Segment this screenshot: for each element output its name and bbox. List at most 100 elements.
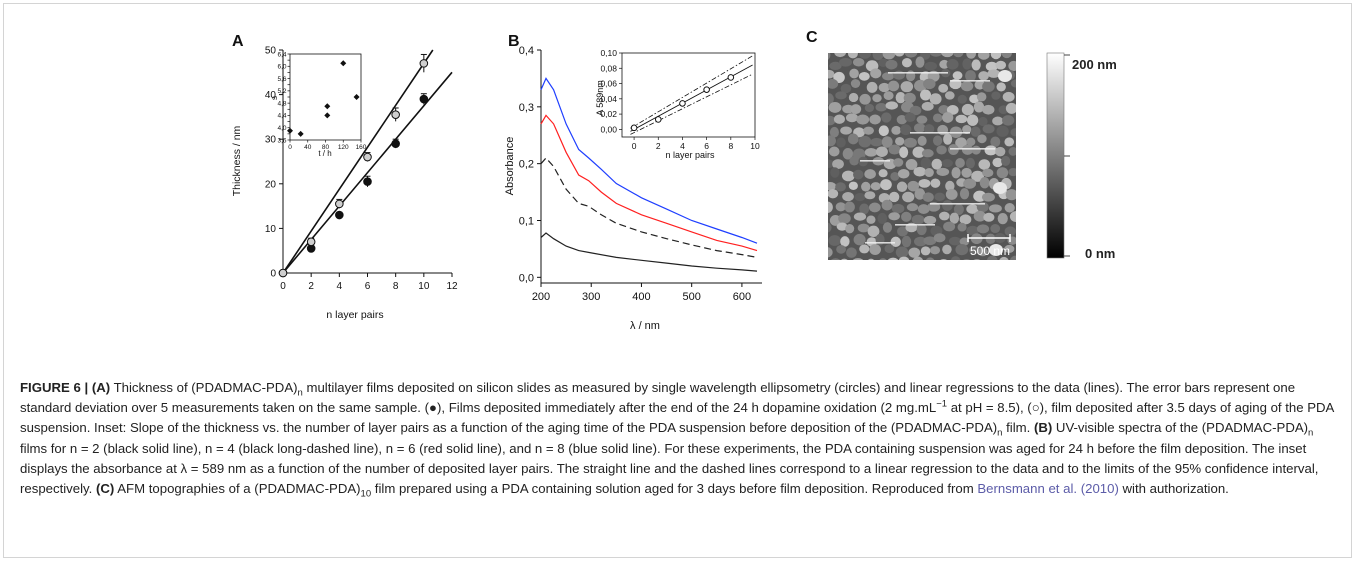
afm-grain: [982, 168, 994, 178]
afm-grain: [838, 213, 851, 224]
afm-grain: [1002, 115, 1015, 126]
afm-grain: [978, 116, 988, 127]
afm-grain: [882, 72, 895, 81]
afm-grain: [1001, 155, 1011, 166]
afm-grain: [854, 193, 866, 202]
caption-text: films for n = 2 (black solid line), n = …: [20, 440, 1319, 497]
reference-link[interactable]: Bernsmann et al. (2010): [977, 481, 1119, 497]
afm-grain: [988, 204, 1002, 213]
afm-grain: [901, 235, 912, 248]
panel-a-data-point: [363, 152, 372, 162]
panel-b-chart: B Absorbance λ / nm A 589nm n layer pair…: [504, 33, 762, 332]
panel-a-x-tick-label: 10: [418, 281, 430, 292]
panel-a-y-tick-label: 40: [265, 90, 277, 101]
afm-grain: [971, 59, 981, 71]
afm-grain: [937, 124, 949, 136]
afm-scan-streak: [950, 80, 990, 82]
afm-scan-streak: [895, 224, 935, 226]
afm-grain: [982, 80, 995, 92]
panel-b-x-tick-label: 200: [532, 291, 550, 303]
afm-scan-streak: [888, 72, 948, 74]
panel-b-inset-x-tick-label: 2: [656, 141, 661, 151]
afm-grain: [828, 222, 832, 233]
afm-grain: [932, 113, 943, 123]
panel-a-data-point: [419, 59, 429, 68]
afm-grain: [1009, 210, 1016, 223]
afm-grain: [829, 61, 842, 71]
afm-grain: [844, 201, 855, 213]
caption-b-tag: (B): [1033, 420, 1053, 436]
afm-grain: [982, 124, 995, 134]
afm-grain: [882, 222, 893, 233]
afm-grain: [955, 243, 969, 256]
afm-grain: [969, 94, 980, 104]
panel-b-inset-x-tick-label: 0: [632, 141, 637, 151]
afm-grain: [916, 223, 927, 236]
afm-grain: [858, 72, 870, 81]
afm-grain: [961, 167, 972, 178]
afm-grain: [946, 59, 959, 70]
afm-grain: [872, 94, 882, 103]
afm-grain: [890, 236, 901, 248]
afm-grain: [828, 189, 839, 199]
afm-grain: [943, 221, 956, 232]
afm-grain: [891, 125, 902, 135]
panel-a-fit-line: [282, 49, 434, 274]
afm-grain: [853, 212, 867, 221]
afm-grain: [983, 212, 995, 222]
caption-text: at pH = 8.5), (○), film deposited after …: [20, 400, 1334, 436]
afm-grain: [856, 114, 870, 125]
figure-caption: FIGURE 6 | (A) Thickness of (PDADMAC-PDA…: [20, 378, 1342, 499]
caption-text: Thickness of (PDADMAC-PDA): [110, 380, 298, 395]
afm-grain: [899, 146, 909, 158]
panel-a-inset: s t / h: [270, 96, 332, 158]
afm-grain: [850, 79, 861, 88]
afm-grain: [977, 134, 987, 144]
panel-a-inset-y-tick-label: 4,4: [277, 113, 286, 120]
afm-grain: [840, 236, 850, 247]
panel-b-x-tick-label: 400: [632, 291, 650, 303]
afm-grain: [848, 92, 859, 103]
panel-a-inset-x-tick-label: 40: [304, 144, 312, 151]
afm-grain: [1004, 203, 1015, 213]
afm-grain: [828, 182, 837, 191]
panel-a-y-tick-label: 50: [265, 46, 277, 57]
panel-a-x-tick-label: 6: [365, 281, 371, 292]
panel-a-inset-x-tick-label: 120: [338, 144, 349, 151]
afm-grain: [828, 201, 833, 213]
afm-grain: [1008, 147, 1016, 156]
afm-grain: [965, 70, 976, 82]
afm-grain: [1004, 226, 1016, 237]
panel-b-xlabel: λ / nm: [630, 320, 660, 332]
panel-a-xlabel: n layer pairs: [326, 309, 383, 321]
afm-grain: [979, 176, 990, 189]
panel-b-spectrum-line: [540, 114, 758, 252]
panel-a-inset-frame: [289, 53, 362, 141]
afm-grain: [857, 223, 870, 233]
afm-grain: [853, 233, 866, 246]
caption-sub: n: [1308, 428, 1314, 440]
panel-a-inset-data-point: [324, 103, 331, 110]
panel-b-y-tick-label: 0,4: [519, 45, 534, 57]
afm-grain: [966, 225, 979, 236]
panel-c-afm: C 500 nm 200 nm 0 nm: [806, 29, 1117, 261]
afm-grain: [924, 168, 934, 178]
afm-grains: [828, 53, 1016, 260]
afm-grain: [959, 214, 972, 225]
afm-grain: [913, 123, 926, 133]
panel-a-inset-y-tick-label: 4,0: [277, 125, 286, 132]
afm-grain: [907, 180, 920, 192]
afm-grain: [963, 178, 977, 189]
afm-grain: [847, 53, 858, 59]
afm-grain: [881, 136, 893, 148]
afm-grain: [906, 203, 919, 212]
afm-grain: [917, 135, 927, 146]
afm-bright-grain: [998, 70, 1012, 82]
afm-grain: [891, 203, 905, 214]
afm-grain: [849, 68, 859, 79]
afm-grain: [833, 114, 845, 124]
afm-grain: [853, 169, 864, 180]
afm-grain: [845, 113, 859, 123]
afm-grain: [882, 53, 896, 60]
panel-b-inset-x-tick-label: 10: [750, 141, 760, 151]
